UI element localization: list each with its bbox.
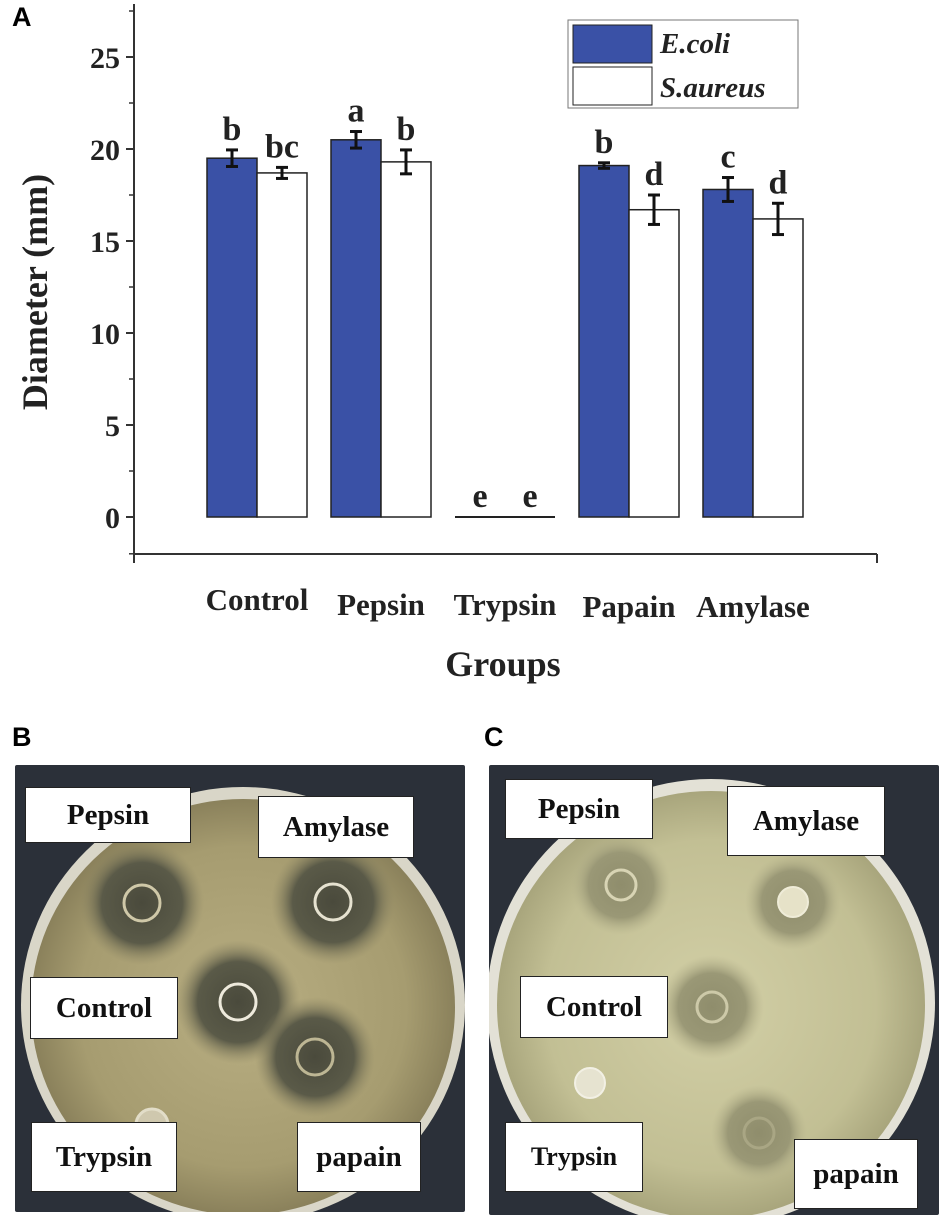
panel-letter-a: A [12,2,32,32]
plate-c-label-control: Control [520,976,668,1038]
plate-c-label-papain: papain [794,1139,918,1209]
bar-saureus-amylase [752,218,804,518]
plate-b-label-amylase: Amylase [258,796,414,858]
plate-c-label-pepsin: Pepsin [505,779,653,839]
y-axis-label: Diameter (mm) [15,174,55,410]
plate-b-label-control: Control [30,977,178,1039]
significance-letter: e [522,478,537,515]
x-tick-label-trypsin: Trypsin [454,587,557,622]
legend-swatch-ecoli [572,24,653,64]
significance-letter: a [348,93,365,130]
legend-label-ecoli: E.coli [659,28,730,60]
agar-plate-c: Pepsin Amylase Control Trypsin papain [489,765,939,1215]
x-tick-labels: Control Pepsin Trypsin Papain Amylase [206,582,810,624]
plate-b-label-pepsin: Pepsin [25,787,191,843]
significance-letters: b bca be ebd cd [223,93,788,515]
plate-c-label-amylase: Amylase [727,786,885,856]
significance-letter: e [472,478,487,515]
bar-ecoli-pepsin [330,139,382,518]
bar-saureus-control [256,172,308,518]
panel-letter-b: B [12,722,32,752]
y-tick-label: 15 [90,226,120,259]
significance-letter: d [769,164,788,201]
bar-ecoli-papain [578,164,630,518]
bars [206,139,804,518]
y-tick-label: 25 [90,42,120,75]
chart-axes [133,4,878,563]
legend-label-saureus: S.aureus [660,72,766,104]
plate-b-label-papain: papain [297,1122,421,1192]
error-bars [226,130,784,237]
plate-c-label-trypsin: Trypsin [505,1122,643,1192]
significance-letter: b [397,111,416,148]
significance-letter: bc [265,128,299,165]
x-tick-label-papain: Papain [582,589,675,624]
significance-letter: b [223,111,242,148]
bar-ecoli-amylase [702,188,754,518]
agar-plate-b: Pepsin Amylase Control Trypsin papain [15,765,465,1212]
significance-letter: d [645,156,664,193]
y-tick-label: 10 [90,318,120,351]
significance-letter: b [595,124,614,161]
agar-plate-b-image [15,765,465,1212]
bar-saureus-pepsin [380,161,432,518]
y-tick-label: 0 [105,502,120,535]
x-tick-label-pepsin: Pepsin [337,587,425,622]
plate-b-label-trypsin: Trypsin [31,1122,177,1192]
y-tick-label: 5 [105,410,120,443]
x-tick-label-control: Control [206,582,309,617]
x-tick-label-amylase: Amylase [696,589,810,624]
bar-saureus-papain [628,208,680,518]
legend: E.coli S.aureus [567,19,799,109]
y-tick-label: 20 [90,134,120,167]
x-axis-label: Groups [445,644,560,684]
panel-letter-c: C [484,722,504,752]
y-ticks: 0 5 10 15 20 25 [90,10,134,555]
legend-swatch-saureus [572,66,653,106]
bar-ecoli-control [206,157,258,518]
significance-letter: c [720,139,735,176]
